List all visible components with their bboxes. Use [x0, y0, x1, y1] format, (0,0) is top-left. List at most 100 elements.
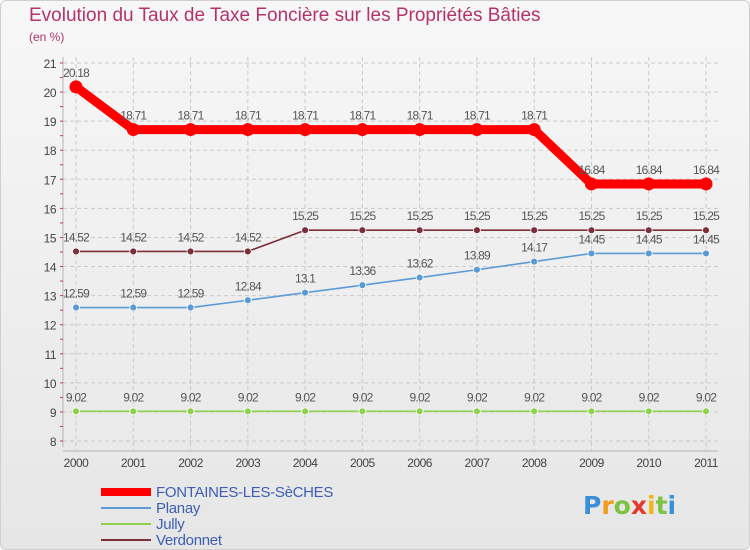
data-label-verdonnet: 15.25	[693, 209, 720, 223]
data-label-verdonnet: 15.25	[578, 209, 605, 223]
y-tick-label: 17	[44, 173, 57, 187]
data-point-verdonnet	[415, 226, 424, 235]
x-tick-label: 2011	[694, 456, 719, 470]
x-tick-label: 2010	[636, 456, 662, 470]
y-tick-label: 19	[44, 115, 57, 129]
data-point-jully	[530, 407, 539, 416]
data-point-fontaines	[184, 123, 198, 137]
data-point-jully	[243, 407, 252, 416]
data-label-fontaines: 16.84	[636, 163, 663, 177]
data-label-jully: 9.02	[66, 390, 87, 404]
data-point-jully	[186, 407, 195, 416]
series-line-verdonnet	[75, 229, 707, 253]
data-point-planay	[473, 265, 481, 274]
data-point-planay	[358, 281, 367, 290]
data-label-verdonnet: 15.25	[636, 209, 663, 223]
legend-swatch-fontaines	[101, 488, 151, 496]
data-point-fontaines	[241, 123, 255, 137]
data-label-jully: 9.02	[524, 390, 545, 404]
data-point-jully	[644, 407, 653, 416]
data-point-planay	[587, 249, 596, 258]
y-tick-label: 10	[44, 377, 57, 391]
data-label-fontaines: 18.71	[292, 109, 319, 123]
data-label-fontaines: 18.71	[464, 109, 491, 123]
data-label-planay: 14.45	[636, 232, 663, 246]
data-label-fontaines: 18.71	[178, 109, 205, 123]
data-point-fontaines	[642, 177, 656, 191]
data-point-planay	[72, 303, 80, 312]
logo-letter: o	[613, 491, 631, 520]
x-tick-label: 2002	[178, 456, 204, 470]
data-label-planay: 14.45	[693, 232, 720, 246]
chart-subtitle: (en %)	[29, 30, 65, 44]
data-label-planay: 12.59	[63, 287, 90, 301]
x-tick-label: 2005	[350, 456, 376, 470]
data-point-verdonnet	[301, 226, 309, 235]
data-point-verdonnet	[358, 226, 367, 235]
data-label-jully: 9.02	[123, 390, 144, 404]
legend-label-fontaines: FONTAINES-LES-SèCHES	[156, 484, 334, 501]
data-label-fontaines: 18.71	[349, 109, 376, 123]
y-tick-label: 12	[44, 319, 57, 333]
data-label-planay: 12.59	[178, 287, 205, 301]
x-tick-label: 2004	[293, 456, 319, 470]
data-point-jully	[415, 407, 424, 416]
legend-label-jully: Jully	[156, 516, 185, 533]
data-label-verdonnet: 14.52	[120, 230, 147, 244]
data-point-jully	[301, 407, 309, 416]
data-point-jully	[473, 407, 481, 416]
data-point-fontaines	[355, 123, 369, 137]
data-point-verdonnet	[702, 226, 710, 235]
logo-letter: t	[655, 491, 668, 520]
x-tick-label: 2001	[121, 456, 147, 470]
data-point-fontaines	[298, 123, 312, 137]
logo-letter: i	[667, 491, 677, 520]
y-tick-label: 9	[50, 406, 57, 420]
series-line-fontaines	[71, 82, 711, 189]
data-label-planay: 12.59	[120, 287, 147, 301]
y-tick-label: 8	[50, 435, 57, 449]
y-tick-label: 13	[44, 290, 57, 304]
proxiti-logo: Proxiti	[583, 491, 676, 520]
data-label-verdonnet: 14.52	[63, 230, 90, 244]
y-tick-label: 16	[44, 202, 57, 216]
data-label-planay: 13.36	[349, 264, 376, 278]
data-label-fontaines: 18.71	[235, 109, 262, 123]
data-label-planay: 12.84	[235, 279, 262, 293]
data-point-jully	[702, 407, 710, 416]
logo-letter: P	[583, 491, 602, 520]
data-point-jully	[72, 407, 80, 416]
data-label-planay: 13.1	[295, 272, 316, 286]
data-label-jully: 9.02	[352, 390, 373, 404]
data-point-verdonnet	[186, 247, 195, 256]
logo-letter: r	[601, 491, 614, 520]
data-point-fontaines	[69, 80, 83, 94]
data-point-planay	[301, 288, 309, 297]
data-point-verdonnet	[473, 226, 481, 235]
x-tick-label: 2009	[579, 456, 605, 470]
data-point-fontaines	[126, 123, 140, 137]
data-point-verdonnet	[129, 247, 138, 256]
data-point-fontaines	[413, 123, 427, 137]
data-point-fontaines	[699, 177, 713, 191]
data-point-jully	[129, 407, 138, 416]
data-label-verdonnet: 14.52	[178, 230, 205, 244]
data-point-verdonnet	[530, 226, 539, 235]
legend-label-planay: Planay	[156, 500, 201, 517]
data-point-fontaines	[584, 177, 598, 191]
data-point-verdonnet	[243, 247, 252, 256]
logo-letter: i	[647, 491, 656, 520]
data-point-planay	[186, 303, 195, 312]
logo-letter: x	[630, 491, 647, 520]
data-label-verdonnet: 15.25	[521, 209, 548, 223]
data-label-verdonnet: 15.25	[349, 209, 376, 223]
y-tick-label: 11	[45, 348, 57, 362]
legend-swatch-jully	[101, 523, 151, 525]
data-point-planay	[530, 257, 539, 266]
legend-label-verdonnet: Verdonnet	[156, 532, 222, 549]
data-label-jully: 9.02	[410, 390, 431, 404]
x-tick-label: 2003	[235, 456, 261, 470]
data-point-verdonnet	[587, 226, 596, 235]
x-tick-label: 2007	[465, 456, 491, 470]
